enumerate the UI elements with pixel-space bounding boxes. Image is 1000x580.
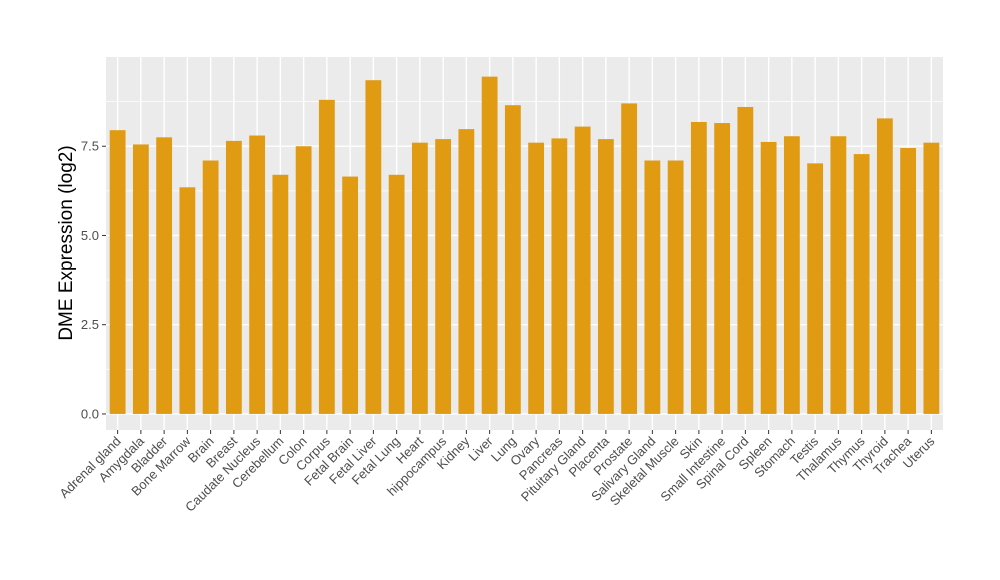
bars [109, 76, 940, 414]
bar [644, 160, 661, 414]
bar [318, 99, 335, 414]
y-tick-label: 5.0 [81, 228, 99, 243]
bar [876, 118, 893, 414]
bar [737, 106, 754, 414]
bar [272, 174, 289, 414]
bar [225, 140, 242, 414]
bar [202, 160, 219, 414]
bar [109, 130, 126, 414]
bar [528, 142, 545, 414]
bar [760, 141, 777, 414]
bar [807, 163, 824, 414]
bar [365, 80, 382, 414]
bar [853, 154, 870, 414]
bar [342, 176, 359, 414]
bar [435, 139, 452, 414]
y-axis: 0.0 2.5 5.0 7.5 [81, 139, 106, 421]
bar [690, 121, 707, 414]
y-tick-label: 2.5 [81, 317, 99, 332]
y-tick-label: 0.0 [81, 406, 99, 421]
bar [481, 76, 498, 414]
bar [295, 146, 312, 414]
plot-panel [106, 57, 943, 430]
bar [574, 126, 591, 414]
bar [156, 137, 173, 414]
bar [667, 160, 684, 414]
bar [551, 138, 568, 414]
grid-minor [106, 101, 943, 370]
bar [388, 174, 405, 414]
bar [714, 123, 731, 414]
y-axis-title: DME Expression (log2) [56, 145, 77, 340]
bar [504, 105, 521, 414]
bar [900, 148, 917, 414]
y-tick-label: 7.5 [81, 139, 99, 154]
bar [830, 136, 847, 414]
bar [621, 103, 638, 414]
bar [458, 129, 475, 414]
bar [132, 144, 149, 414]
bar [411, 142, 428, 414]
bar [923, 142, 940, 414]
bar [249, 135, 266, 414]
x-tick-label: Liver [465, 433, 496, 464]
bar [597, 139, 614, 414]
bar [783, 136, 800, 414]
bar [179, 187, 196, 414]
